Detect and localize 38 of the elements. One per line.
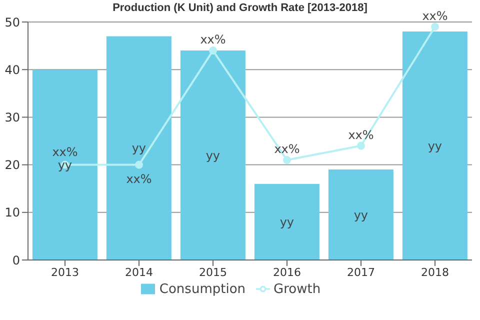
data-label: yy — [206, 148, 220, 162]
bar — [180, 50, 246, 260]
legend-label: Consumption — [159, 282, 246, 297]
data-label: xx% — [422, 8, 448, 23]
data-label: yy — [354, 208, 368, 222]
x-tick-label: 2018 — [421, 266, 449, 279]
y-tick-label: 0 — [12, 253, 20, 268]
y-tick-label: 40 — [4, 62, 20, 77]
chart-title: Production (K Unit) and Growth Rate [2013-2018] — [112, 2, 368, 14]
data-label: yy — [132, 141, 146, 156]
data-label: xx% — [200, 32, 226, 47]
data-label: xx% — [348, 128, 374, 142]
y-tick-label: 10 — [4, 206, 20, 220]
bar — [106, 36, 172, 260]
bar — [32, 70, 98, 260]
data-label: yy — [280, 214, 294, 229]
x-tick-label: 2016 — [273, 266, 301, 279]
point — [357, 142, 365, 150]
y-tick-label: 30 — [4, 110, 20, 124]
legend-label: Growth — [274, 282, 321, 297]
bar — [328, 170, 394, 260]
x-tick-label: 2014 — [125, 266, 153, 279]
data-label: yy — [428, 138, 442, 153]
data-label: xx% — [126, 172, 152, 186]
x-tick-label: 2015 — [199, 266, 227, 279]
data-label: yy — [58, 158, 72, 172]
y-tick-label: 50 — [4, 15, 20, 30]
point — [283, 156, 291, 164]
x-tick-label: 2013 — [51, 266, 79, 279]
data-label: xx% — [52, 144, 78, 159]
data-label: xx% — [274, 142, 300, 156]
point — [431, 22, 439, 31]
y-tick-label: 20 — [4, 158, 20, 172]
point — [209, 46, 217, 55]
point — [135, 160, 143, 169]
bar — [254, 184, 320, 260]
bar — [402, 32, 468, 260]
x-tick-label: 2017 — [347, 266, 375, 279]
